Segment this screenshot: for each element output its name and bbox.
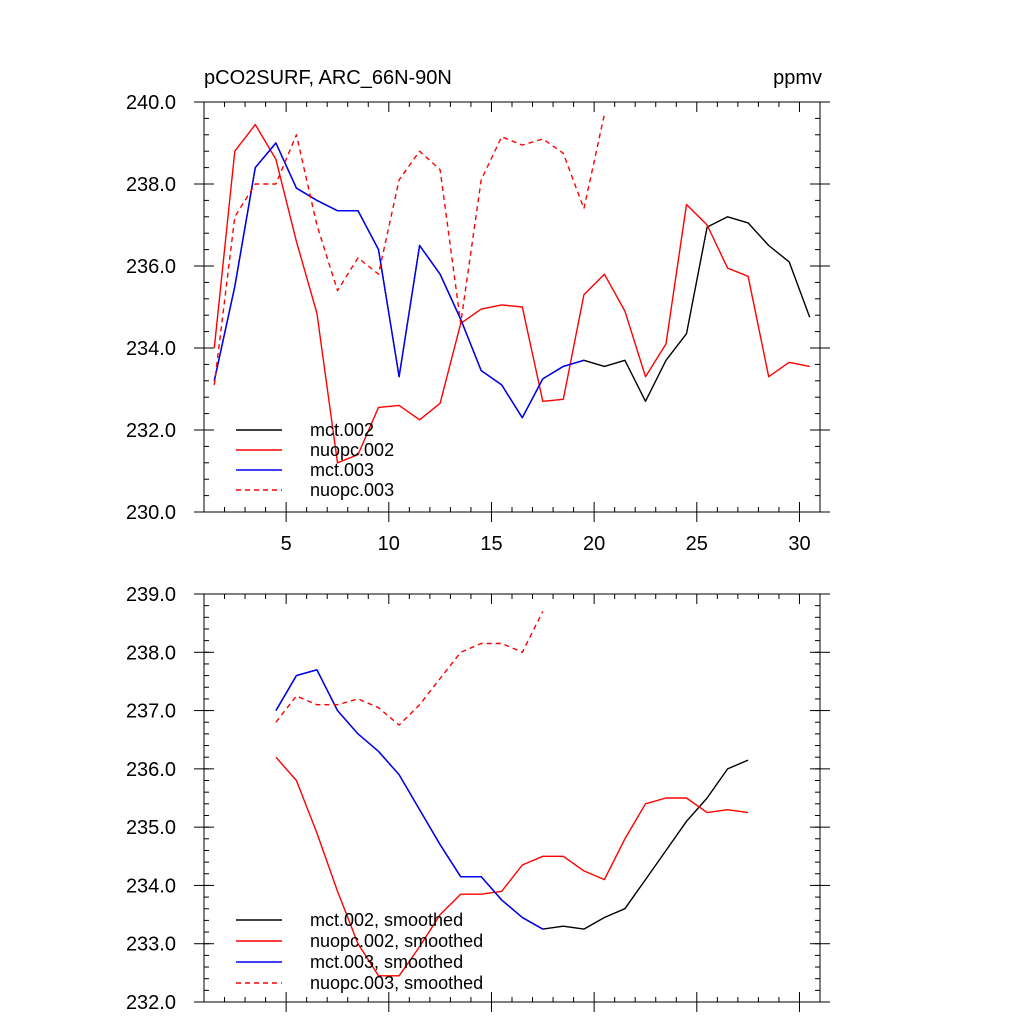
x-tick-label: 30 [788,533,810,555]
y-tick-label: 237.0 [126,701,176,723]
y-tick-label: 235.0 [126,817,176,839]
chart-title-right: ppmv [773,67,822,89]
y-tick-label: 238.0 [126,174,176,196]
legend-label: nuopc.003 [310,480,394,500]
legend-label: mct.002 [310,420,374,440]
x-tick-label: 10 [378,533,400,555]
y-tick-label: 236.0 [126,256,176,278]
x-tick-label: 15 [480,533,502,555]
legend-label: nuopc.002, smoothed [310,931,483,951]
x-tick-label: 20 [583,533,605,555]
y-tick-label: 236.0 [126,759,176,781]
legend-label: nuopc.003, smoothed [310,973,483,993]
y-tick-label: 234.0 [126,338,176,360]
series-line-3 [275,669,544,930]
series-line-4 [213,114,606,385]
series-line-3 [213,142,585,419]
legend-label: mct.002, smoothed [310,910,463,930]
y-tick-label: 233.0 [126,934,176,956]
chart-title-left: pCO2SURF, ARC_66N-90N [204,67,452,89]
y-tick-label: 238.0 [126,642,176,664]
y-tick-label: 232.0 [126,992,176,1014]
y-tick-label: 239.0 [126,584,176,606]
series-line-2 [213,123,810,464]
legend-label: mct.003 [310,460,374,480]
legend-label: nuopc.002 [310,440,394,460]
x-tick-label: 5 [281,533,292,555]
x-tick-label: 25 [686,533,708,555]
y-tick-label: 240.0 [126,92,176,114]
legend-label: mct.003, smoothed [310,952,463,972]
y-tick-label: 230.0 [126,502,176,524]
series-line-2 [275,756,749,977]
top-panel: pCO2SURF, ARC_66N-90N ppmv 5 10 15 20 25 30 23… [126,67,830,555]
y-tick-label: 234.0 [126,875,176,897]
series-line-4 [275,611,544,726]
y-tick-label: 232.0 [126,420,176,442]
bottom-panel: 232.0 233.0 234.0 235.0 236.0 237.0 238.0 239.0… [126,584,830,1014]
